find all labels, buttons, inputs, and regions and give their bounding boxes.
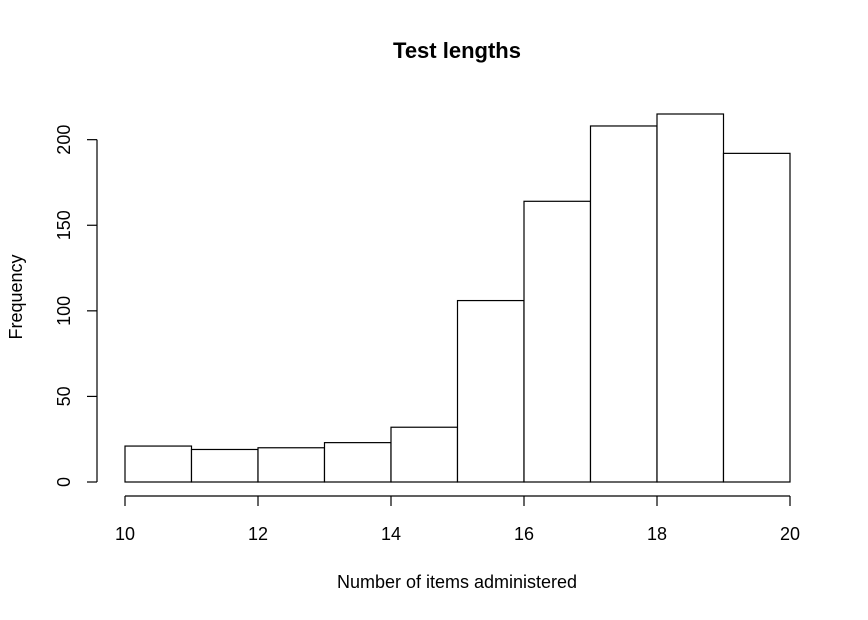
y-axis: 0 50 100 150 200 [54, 125, 98, 487]
y-tick-label-1: 50 [54, 386, 74, 406]
x-tick-label-1: 12 [248, 524, 268, 544]
histogram-bar-4 [390, 426, 459, 483]
chart-title: Test lengths [393, 38, 521, 63]
histogram-bar-7 [589, 125, 658, 483]
y-tick-label-0: 0 [54, 477, 74, 487]
y-tick-label-4: 200 [54, 125, 74, 155]
histogram-bar-8 [656, 113, 725, 483]
histogram-bar-9 [722, 152, 791, 483]
y-axis-label: Frequency [6, 254, 26, 339]
x-tick-label-4: 18 [647, 524, 667, 544]
histogram-bar-6 [523, 200, 592, 483]
x-tick-label-2: 14 [381, 524, 401, 544]
x-tick-label-3: 16 [514, 524, 534, 544]
y-tick-label-3: 150 [54, 210, 74, 240]
bars-group [124, 113, 791, 483]
x-tick-label-0: 10 [115, 524, 135, 544]
histogram-bar-3 [323, 442, 392, 483]
histogram-bar-5 [456, 299, 525, 483]
histogram-bar-2 [257, 447, 326, 483]
x-tick-label-5: 20 [780, 524, 800, 544]
x-axis-label: Number of items administered [337, 572, 577, 592]
histogram-bar-0 [124, 445, 193, 483]
x-axis: 10 12 14 16 18 20 [115, 495, 800, 544]
y-tick-label-2: 100 [54, 296, 74, 326]
histogram-bar-1 [190, 448, 259, 483]
